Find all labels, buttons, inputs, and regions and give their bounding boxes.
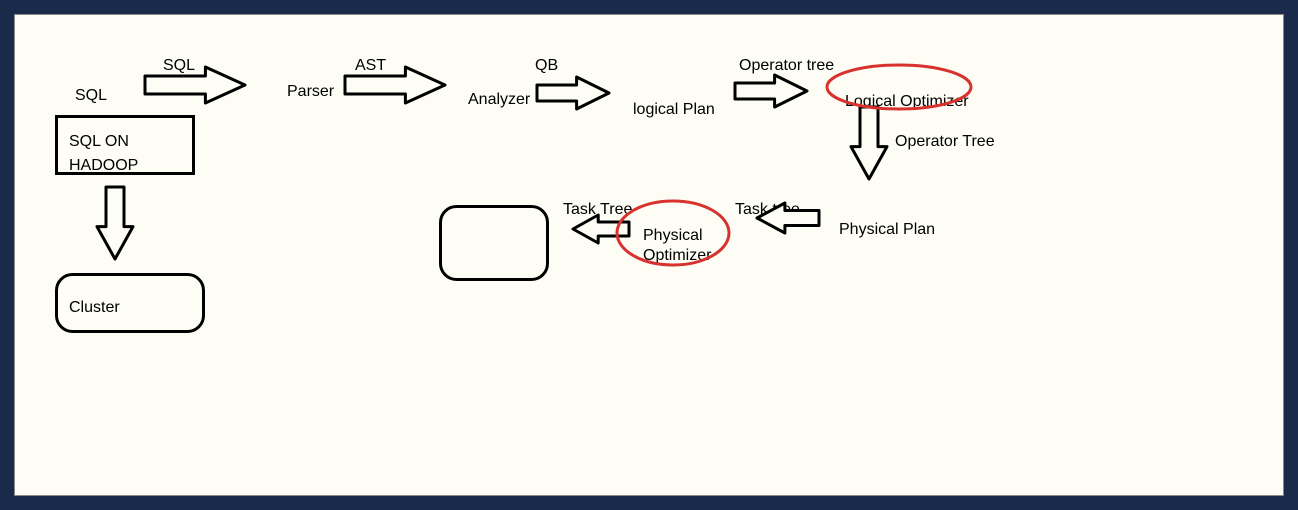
arrow-analyzer-logicalplan <box>537 77 609 109</box>
arrow-logicalplan-logicalopt <box>735 75 807 107</box>
canvas: SQL SQL Parser AST Analyzer QB logical P… <box>14 14 1284 496</box>
outer-frame: SQL SQL Parser AST Analyzer QB logical P… <box>0 0 1298 510</box>
box-sql-on-hadoop <box>55 115 195 175</box>
label-physical-plan: Physical Plan <box>839 221 935 239</box>
highlight-logical-optimizer <box>824 62 974 112</box>
arrow-sqlonhadoop-cluster <box>97 187 133 259</box>
highlight-physical-optimizer <box>614 198 732 268</box>
label-analyzer: Analyzer <box>468 91 530 109</box>
label-operator-tree: Operator tree <box>739 57 834 75</box>
arrow-logicalopt-physicalplan <box>851 107 887 179</box>
arrow-sql-parser <box>145 67 245 103</box>
label-parser: Parser <box>287 83 334 101</box>
box-empty <box>439 205 549 281</box>
arrow-physicalplan-physicalopt <box>757 203 819 233</box>
label-sql: SQL <box>75 87 107 105</box>
label-operator-tree2: Operator Tree <box>895 133 995 151</box>
box-cluster <box>55 273 205 333</box>
label-logical-plan: logical Plan <box>633 101 715 119</box>
arrow-parser-analyzer <box>345 67 445 103</box>
label-qb: QB <box>535 57 558 75</box>
